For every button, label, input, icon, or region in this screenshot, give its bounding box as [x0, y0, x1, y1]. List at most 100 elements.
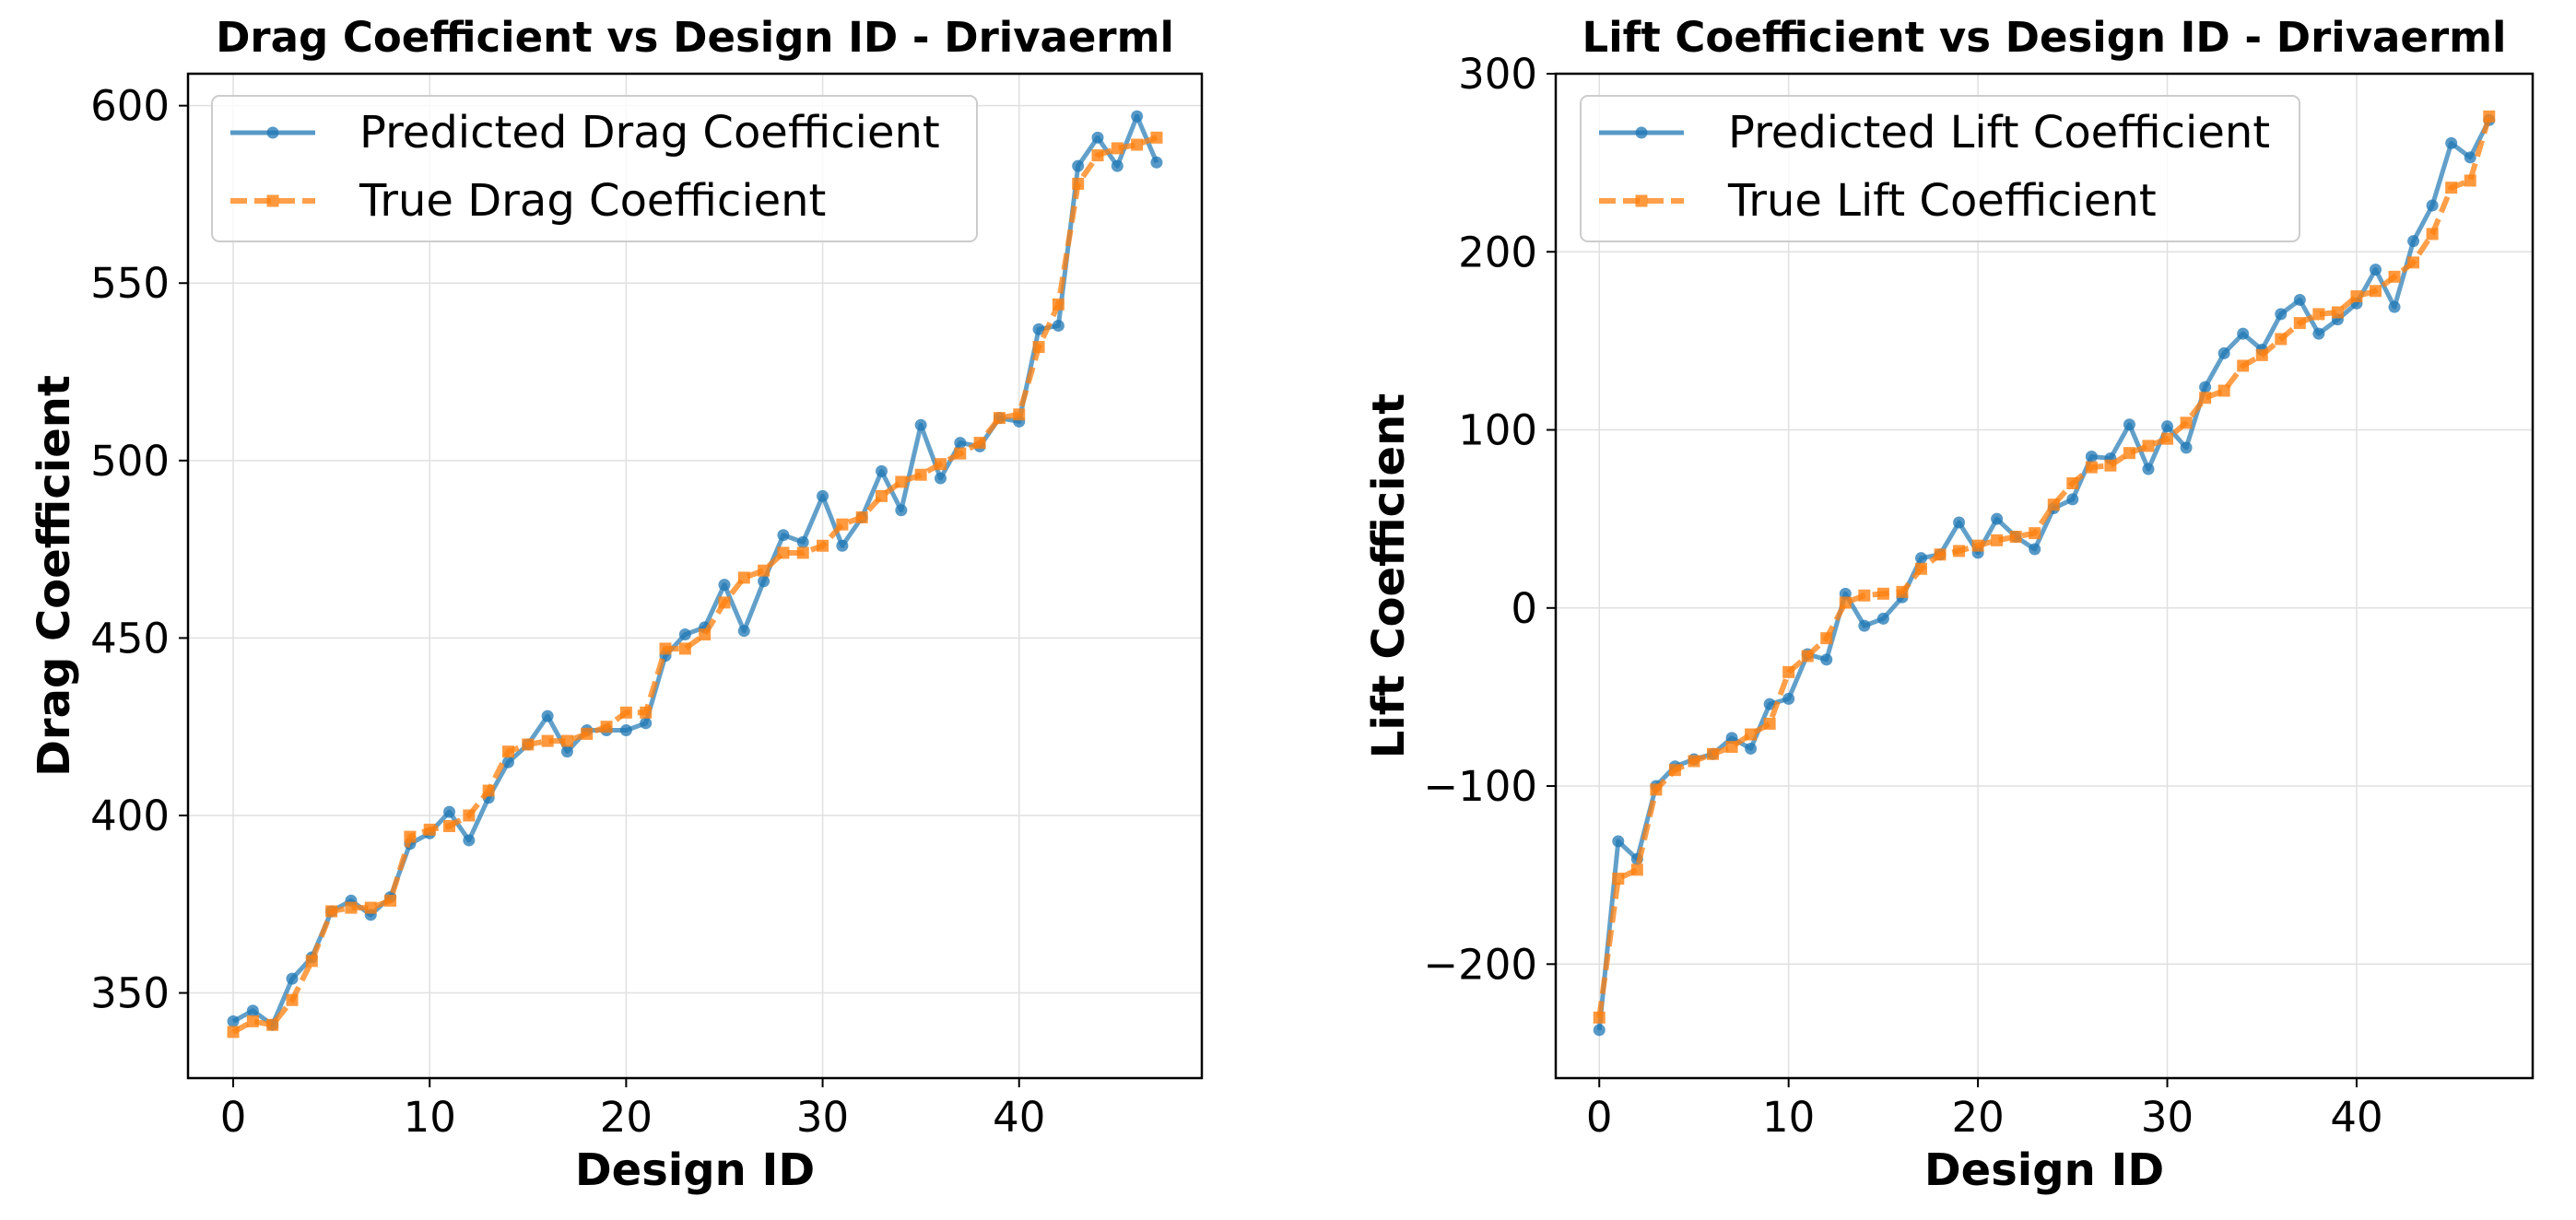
lift-true-point — [1953, 545, 1966, 557]
lift-y-axis-label: Lift Coefficient — [1363, 393, 1415, 758]
drag-true-point — [246, 1015, 259, 1027]
lift-true-point — [1593, 1011, 1606, 1024]
drag-true-point — [325, 905, 338, 918]
drag-true-point — [581, 727, 594, 740]
drag-y-tick-label: 600 — [90, 82, 170, 131]
drag-chart-title: Drag Coefficient vs Design ID - Drivaerm… — [216, 13, 1174, 62]
lift-true-point — [2255, 348, 2268, 361]
lift-true-point — [2275, 333, 2288, 346]
drag-true-point — [1032, 341, 1045, 354]
lift-true-point — [1650, 783, 1663, 796]
drag-true-point — [1072, 177, 1085, 190]
lift-y-tick-label: 100 — [1458, 406, 1537, 455]
drag-predicted-point — [1072, 159, 1085, 172]
drag-chart: 0 10 20 30 40 350 400 450 500 550 600 Drag Coeffic… — [29, 13, 1204, 1196]
drag-true-point — [678, 642, 691, 655]
drag-true-point — [541, 734, 554, 747]
lift-predicted-point — [2217, 346, 2230, 359]
lift-x-axis-label: Design ID — [1924, 1144, 2164, 1196]
legend-label-true-lift: True Lift Coefficient — [1727, 175, 2157, 227]
drag-true-point — [855, 510, 868, 523]
drag-y-tick-label: 500 — [90, 437, 170, 486]
drag-true-point — [973, 437, 986, 450]
drag-true-point — [758, 564, 770, 577]
lift-true-point — [1745, 728, 1758, 741]
lift-x-tick-label: 30 — [2141, 1093, 2194, 1142]
drag-true-point — [227, 1026, 240, 1038]
drag-true-point — [895, 475, 908, 488]
lift-true-point — [2123, 447, 2135, 460]
drag-predicted-point — [895, 504, 908, 517]
drag-true-point — [404, 830, 417, 843]
drag-true-point — [305, 955, 318, 968]
lift-predicted-point — [2388, 300, 2401, 313]
drag-true-point — [600, 721, 613, 733]
lift-true-point — [1801, 650, 1814, 663]
lift-predicted-point — [2237, 327, 2250, 340]
lift-true-point — [1782, 665, 1795, 678]
lift-predicted-point — [1858, 619, 1871, 632]
drag-true-point — [737, 571, 750, 584]
drag-true-point — [1111, 142, 1123, 155]
drag-series-true-line — [231, 135, 1158, 1035]
legend-label-true-drag: True Drag Coefficient — [359, 175, 826, 227]
drag-predicted-point — [777, 529, 790, 542]
drag-true-point — [443, 820, 456, 833]
drag-y-axis-label: Drag Coefficient — [29, 375, 80, 777]
drag-x-axis-label: Design ID — [575, 1144, 815, 1196]
drag-predicted-point — [817, 489, 829, 502]
lift-true-point — [1839, 596, 1852, 609]
lift-predicted-point — [2464, 151, 2476, 164]
lift-predicted-point — [2293, 293, 2306, 306]
lift-true-point — [2085, 461, 2098, 474]
lift-y-tick-label: 0 — [1511, 584, 1537, 633]
lift-true-point — [2066, 477, 2079, 490]
legend-swatch-marker — [1635, 126, 1648, 139]
lift-predicted-point — [1820, 653, 1833, 666]
drag-x-tick-label: 20 — [600, 1093, 653, 1142]
drag-true-point — [1052, 298, 1065, 311]
lift-true-point — [1858, 589, 1871, 602]
lift-true-point — [1896, 585, 1909, 598]
lift-y-tick-label: −200 — [1423, 940, 1537, 989]
lift-predicted-point — [2199, 381, 2212, 393]
drag-true-point — [482, 784, 495, 797]
drag-predicted-point — [1131, 110, 1144, 123]
lift-true-point — [2369, 285, 2382, 298]
drag-true-point — [876, 489, 888, 502]
lift-true-point — [1668, 764, 1681, 777]
drag-true-point — [286, 993, 299, 1006]
lift-true-point — [1707, 747, 1720, 760]
drag-predicted-point — [619, 724, 632, 737]
drag-true-point — [640, 706, 653, 719]
lift-legend-box — [1580, 95, 2300, 242]
drag-true-point — [954, 447, 967, 460]
lift-true-point — [2312, 308, 2325, 321]
lift-chart: 0 10 20 30 40 −200 −100 0 100 200 300 Lift Coeffic… — [1363, 13, 2535, 1196]
drag-true-point — [364, 901, 377, 914]
legend-entry-true-drag: True Drag Coefficient — [230, 175, 826, 227]
drag-true-point — [560, 734, 573, 747]
lift-predicted-point — [1612, 835, 1625, 848]
drag-true-point — [463, 809, 476, 822]
legend-swatch-marker — [266, 194, 279, 207]
drag-true-point — [777, 546, 790, 559]
drag-true-point — [384, 894, 397, 907]
drag-predicted-point — [796, 535, 809, 548]
lift-true-point — [1688, 755, 1700, 768]
lift-predicted-point — [2275, 308, 2288, 321]
legend-entry-predicted-drag: Predicted Drag Coefficient — [230, 107, 940, 158]
drag-predicted-point — [560, 745, 573, 758]
drag-y-tick-label: 400 — [90, 792, 170, 840]
lift-x-tick-label: 0 — [1586, 1093, 1613, 1142]
drag-x-tick-label: 40 — [993, 1093, 1045, 1142]
lift-true-point — [1820, 632, 1833, 645]
drag-true-point — [836, 518, 849, 531]
drag-series-predicted-line — [231, 113, 1159, 1027]
lift-true-point — [2009, 530, 2022, 543]
drag-true-point — [501, 745, 514, 758]
lift-chart-title: Lift Coefficient vs Design ID - Drivaerm… — [1582, 13, 2507, 62]
legend-entry-true-lift: True Lift Coefficient — [1599, 175, 2157, 227]
drag-predicted-point — [1150, 156, 1163, 169]
